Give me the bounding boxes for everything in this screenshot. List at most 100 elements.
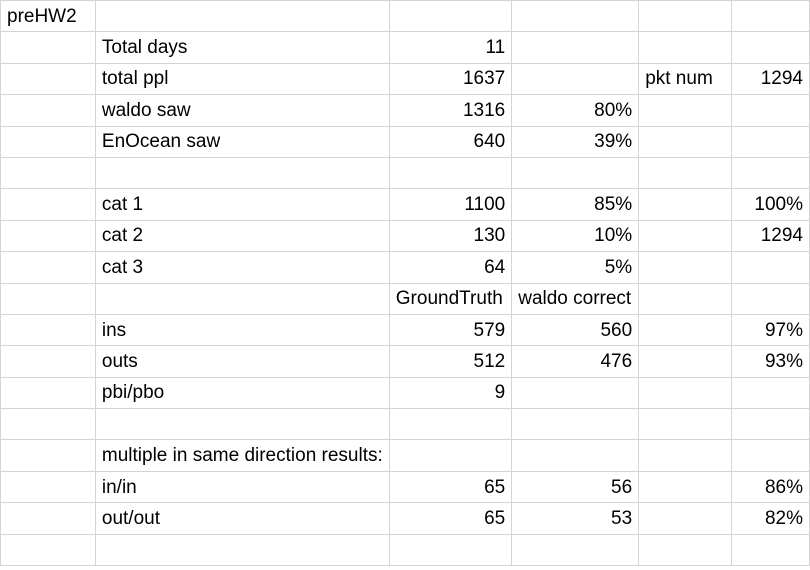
cell-a13[interactable] <box>0 376 96 410</box>
cell-a10[interactable] <box>0 282 96 315</box>
cell-c2[interactable]: 11 <box>388 31 513 64</box>
cell-a14[interactable] <box>0 408 96 441</box>
cell-e8[interactable] <box>638 219 732 253</box>
cell-b1[interactable] <box>94 0 390 33</box>
cell-a15[interactable] <box>0 439 96 472</box>
cell-e16[interactable] <box>638 470 732 504</box>
cell-d8[interactable]: 10% <box>511 219 640 253</box>
cell-e9[interactable] <box>638 251 732 284</box>
cell-c6[interactable] <box>388 156 513 190</box>
cell-d12[interactable]: 476 <box>511 345 640 378</box>
cell-e13[interactable] <box>638 376 732 410</box>
cell-f9[interactable] <box>730 251 810 284</box>
cell-c17[interactable]: 65 <box>388 502 513 535</box>
cell-c1[interactable] <box>388 0 513 33</box>
cell-b13[interactable]: pbi/pbo <box>94 376 390 410</box>
cell-e6[interactable] <box>638 156 732 190</box>
cell-b10[interactable] <box>94 282 390 315</box>
cell-d11[interactable]: 560 <box>511 313 640 347</box>
cell-e2[interactable] <box>638 31 732 64</box>
cell-b18[interactable] <box>94 533 390 567</box>
cell-e3[interactable]: pkt num <box>638 62 732 96</box>
cell-a7[interactable] <box>0 188 96 221</box>
cell-f16[interactable]: 86% <box>730 470 810 504</box>
cell-b8[interactable]: cat 2 <box>94 219 390 253</box>
cell-c15[interactable] <box>388 439 513 472</box>
cell-b9[interactable]: cat 3 <box>94 251 390 284</box>
cell-f14[interactable] <box>730 408 810 441</box>
cell-b6[interactable] <box>94 156 390 190</box>
cell-d18[interactable] <box>511 533 640 567</box>
cell-b16[interactable]: in/in <box>94 470 390 504</box>
cell-f18[interactable] <box>730 533 810 567</box>
cell-a2[interactable] <box>0 31 96 64</box>
cell-c7[interactable]: 1100 <box>388 188 513 221</box>
cell-f17[interactable]: 82% <box>730 502 810 535</box>
cell-d7[interactable]: 85% <box>511 188 640 221</box>
cell-b17[interactable]: out/out <box>94 502 390 535</box>
cell-a17[interactable] <box>0 502 96 535</box>
cell-a11[interactable] <box>0 313 96 347</box>
cell-c18[interactable] <box>388 533 513 567</box>
cell-d1[interactable] <box>511 0 640 33</box>
cell-f12[interactable]: 93% <box>730 345 810 378</box>
cell-c8[interactable]: 130 <box>388 219 513 253</box>
cell-a9[interactable] <box>0 251 96 284</box>
cell-d16[interactable]: 56 <box>511 470 640 504</box>
cell-f4[interactable] <box>730 94 810 127</box>
cell-d6[interactable] <box>511 156 640 190</box>
cell-d14[interactable] <box>511 408 640 441</box>
cell-c9[interactable]: 64 <box>388 251 513 284</box>
cell-f11[interactable]: 97% <box>730 313 810 347</box>
cell-b3[interactable]: total ppl <box>94 62 390 96</box>
cell-d10[interactable]: waldo correct <box>511 282 640 315</box>
cell-a8[interactable] <box>0 219 96 253</box>
cell-b5[interactable]: EnOcean saw <box>94 125 390 158</box>
cell-e5[interactable] <box>638 125 732 158</box>
cell-f8[interactable]: 1294 <box>730 219 810 253</box>
cell-f5[interactable] <box>730 125 810 158</box>
cell-e1[interactable] <box>638 0 732 33</box>
cell-c13[interactable]: 9 <box>388 376 513 410</box>
cell-e17[interactable] <box>638 502 732 535</box>
cell-f7[interactable]: 100% <box>730 188 810 221</box>
cell-a6[interactable] <box>0 156 96 190</box>
cell-f3[interactable]: 1294 <box>730 62 810 96</box>
cell-f13[interactable] <box>730 376 810 410</box>
cell-b2[interactable]: Total days <box>94 31 390 64</box>
cell-e18[interactable] <box>638 533 732 567</box>
cell-d15[interactable] <box>511 439 640 472</box>
cell-c4[interactable]: 1316 <box>388 94 513 127</box>
cell-c16[interactable]: 65 <box>388 470 513 504</box>
cell-b7[interactable]: cat 1 <box>94 188 390 221</box>
cell-c3[interactable]: 1637 <box>388 62 513 96</box>
cell-b14[interactable] <box>94 408 390 441</box>
cell-d3[interactable] <box>511 62 640 96</box>
cell-d4[interactable]: 80% <box>511 94 640 127</box>
cell-d13[interactable] <box>511 376 640 410</box>
cell-a12[interactable] <box>0 345 96 378</box>
cell-b4[interactable]: waldo saw <box>94 94 390 127</box>
cell-f10[interactable] <box>730 282 810 315</box>
cell-f6[interactable] <box>730 156 810 190</box>
cell-c12[interactable]: 512 <box>388 345 513 378</box>
cell-d17[interactable]: 53 <box>511 502 640 535</box>
cell-c14[interactable] <box>388 408 513 441</box>
cell-f1[interactable] <box>730 0 810 33</box>
cell-a18[interactable] <box>0 533 96 567</box>
cell-e15[interactable] <box>638 439 732 472</box>
cell-f15[interactable] <box>730 439 810 472</box>
cell-b15[interactable]: multiple in same direction results: <box>94 439 390 472</box>
cell-d2[interactable] <box>511 31 640 64</box>
cell-a3[interactable] <box>0 62 96 96</box>
cell-d5[interactable]: 39% <box>511 125 640 158</box>
cell-a16[interactable] <box>0 470 96 504</box>
cell-a5[interactable] <box>0 125 96 158</box>
cell-f2[interactable] <box>730 31 810 64</box>
cell-e7[interactable] <box>638 188 732 221</box>
cell-c11[interactable]: 579 <box>388 313 513 347</box>
cell-d9[interactable]: 5% <box>511 251 640 284</box>
cell-e11[interactable] <box>638 313 732 347</box>
cell-a4[interactable] <box>0 94 96 127</box>
cell-c10[interactable]: GroundTruth <box>388 282 513 315</box>
